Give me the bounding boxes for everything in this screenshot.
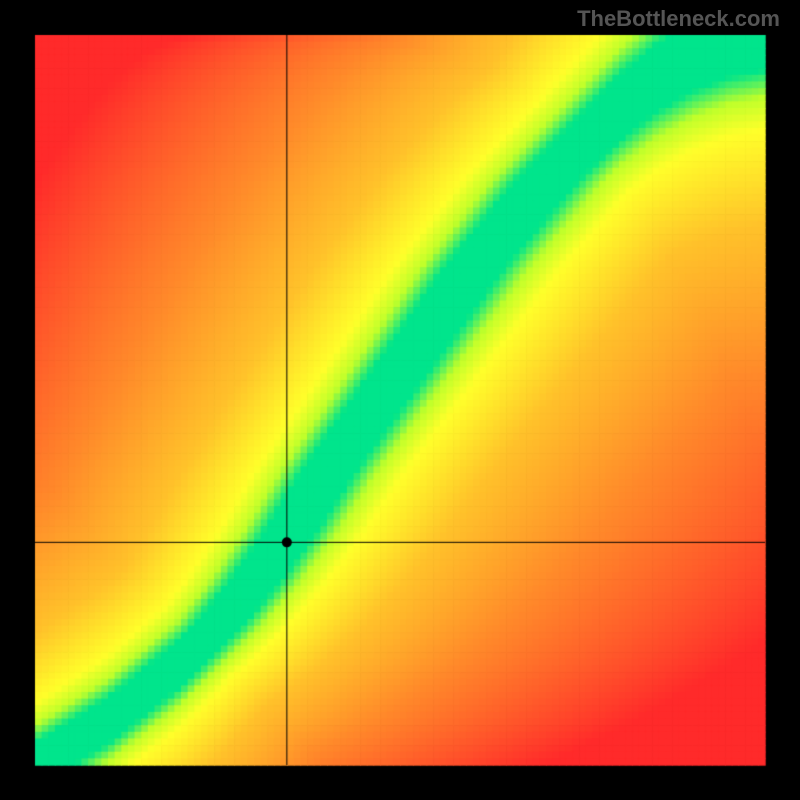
- heatmap-canvas: [0, 0, 800, 800]
- watermark-label: TheBottleneck.com: [577, 6, 780, 32]
- chart-container: TheBottleneck.com: [0, 0, 800, 800]
